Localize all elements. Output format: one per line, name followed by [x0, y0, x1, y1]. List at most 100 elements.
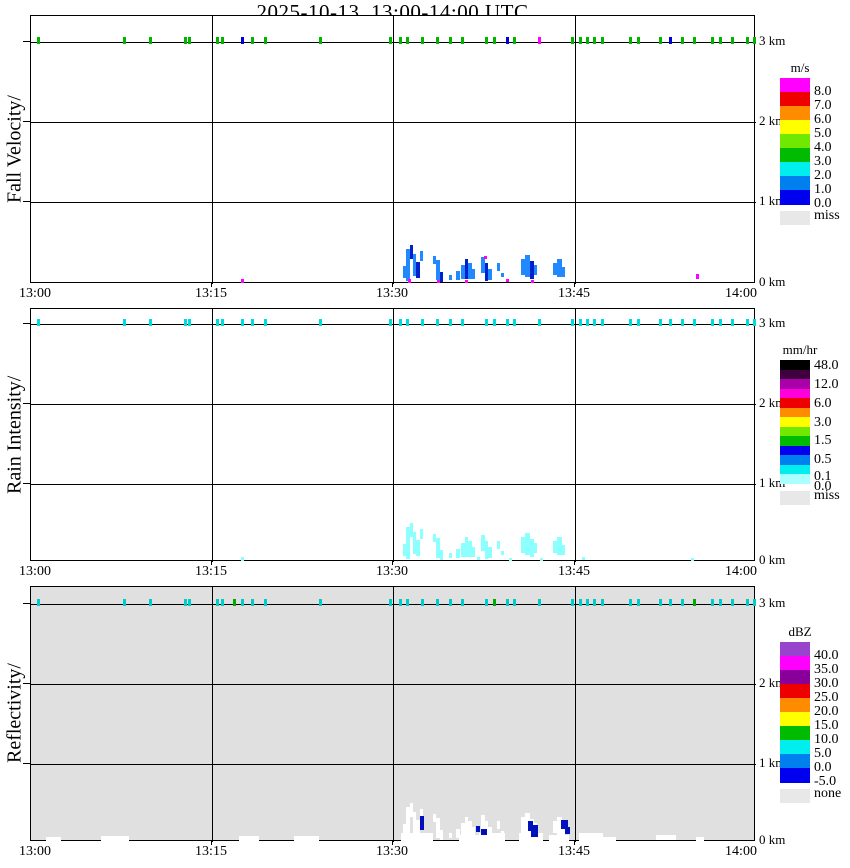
y-axis-label-fall-velocity: Fall Velocity/ — [3, 95, 26, 203]
echo-tick-3km — [681, 37, 684, 44]
precip-cell — [436, 260, 440, 280]
echo-tick-3km — [149, 319, 152, 326]
km-label: 0 km — [759, 552, 786, 567]
precip-cell — [456, 271, 460, 280]
colorbar-tick-label: 3.0 — [814, 154, 832, 169]
colorbar-tick-label: 6.0 — [814, 395, 832, 411]
echo-tick-3km — [485, 37, 488, 44]
echo-tick-3km — [571, 599, 574, 606]
precip-cell — [534, 543, 537, 553]
colorbar-tick-label: 40.0 — [814, 648, 839, 663]
echo-tick-3km — [436, 599, 439, 606]
precip-cell — [241, 279, 244, 283]
colorbar-band — [780, 670, 810, 685]
precip-cell — [436, 818, 440, 838]
echo-tick-3km — [669, 599, 672, 606]
precip-cell — [599, 837, 616, 841]
echo-tick-3km — [601, 319, 604, 326]
precip-cell — [433, 814, 436, 822]
precip-cell — [506, 279, 509, 282]
echo-tick-3km — [637, 319, 640, 326]
y-axis-label-rain-intensity: Rain Intensity/ — [3, 375, 26, 494]
echo-tick-3km — [693, 37, 696, 44]
echo-tick-3km — [221, 37, 224, 44]
precip-cell — [449, 833, 452, 838]
echo-tick-3km — [493, 319, 496, 326]
precip-cell — [440, 550, 443, 560]
echo-tick-3km — [216, 37, 219, 44]
echo-tick-3km — [241, 37, 244, 44]
panel-fall-velocity — [30, 15, 756, 284]
precip-cell — [239, 836, 259, 841]
precip-cell — [465, 537, 468, 557]
precip-cell — [530, 539, 534, 557]
precip-cell — [497, 821, 500, 829]
time-label: 13:15 — [195, 286, 227, 301]
echo-tick-3km — [586, 599, 589, 606]
colorbar-band — [780, 455, 810, 465]
echo-tick-3km — [601, 37, 604, 44]
precip-cell — [497, 263, 500, 271]
colorbar-tick-label: 0.1 — [814, 468, 832, 484]
precip-cell — [420, 251, 423, 261]
echo-tick-3km — [421, 599, 424, 606]
time-label: 13:30 — [376, 286, 408, 301]
echo-tick-3km — [421, 37, 424, 44]
echo-tick-3km — [399, 37, 402, 44]
time-axis-tick — [211, 561, 212, 565]
colorbar-band — [780, 726, 810, 741]
colorbar-band — [780, 464, 810, 475]
precip-cell — [437, 280, 440, 283]
echo-tick-3km — [719, 37, 722, 44]
km-label: 3 km — [759, 595, 786, 610]
precip-cell — [501, 273, 504, 277]
echo-tick-3km — [399, 319, 402, 326]
echo-tick-3km — [579, 37, 582, 44]
colorbar-band — [780, 436, 810, 446]
time-label: 13:45 — [558, 286, 590, 301]
time-gridline — [212, 587, 213, 842]
colorbar-tick-label: -5.0 — [814, 774, 837, 789]
echo-tick-3km — [629, 599, 632, 606]
echo-tick-3km — [746, 319, 749, 326]
time-gridline — [212, 309, 213, 562]
precip-cell — [579, 833, 603, 841]
echo-tick-3km — [233, 599, 236, 606]
echo-tick-3km — [571, 319, 574, 326]
colorbar-band — [780, 134, 810, 149]
precip-cell — [488, 827, 492, 838]
precip-cell — [521, 259, 525, 275]
echo-tick-3km — [513, 319, 516, 326]
precip-cell — [565, 827, 570, 834]
colorbar-band — [780, 92, 810, 107]
colorbar-tick-label: 0.0 — [814, 479, 832, 495]
time-label: 13:15 — [195, 564, 227, 579]
time-gridline — [393, 16, 394, 284]
echo-tick-3km — [123, 319, 126, 326]
precip-cell — [562, 267, 565, 277]
echo-tick-3km — [251, 319, 254, 326]
echo-tick-3km — [319, 599, 322, 606]
time-gridline — [212, 16, 213, 284]
echo-tick-3km — [37, 37, 40, 44]
colorbar-tick-label: 8.0 — [814, 84, 832, 99]
precip-cell — [449, 553, 452, 558]
precip-cell — [459, 835, 483, 841]
km-axis-tick — [23, 483, 30, 484]
colorbar-miss-band — [780, 211, 810, 225]
echo-tick-3km — [216, 599, 219, 606]
time-axis-tick — [574, 561, 575, 565]
precip-cell — [485, 263, 488, 281]
precip-cell — [561, 820, 568, 829]
km-axis-tick — [23, 683, 30, 684]
colorbar-tick-label: 12.0 — [814, 376, 839, 392]
echo-tick-3km — [188, 37, 191, 44]
time-axis-tick — [392, 841, 393, 845]
precip-cell — [416, 540, 420, 556]
precip-cell — [582, 557, 585, 560]
km-axis-tick — [23, 41, 30, 42]
echo-tick-3km — [485, 319, 488, 326]
precip-cell — [440, 830, 443, 840]
colorbar-miss-label: miss — [814, 487, 840, 503]
